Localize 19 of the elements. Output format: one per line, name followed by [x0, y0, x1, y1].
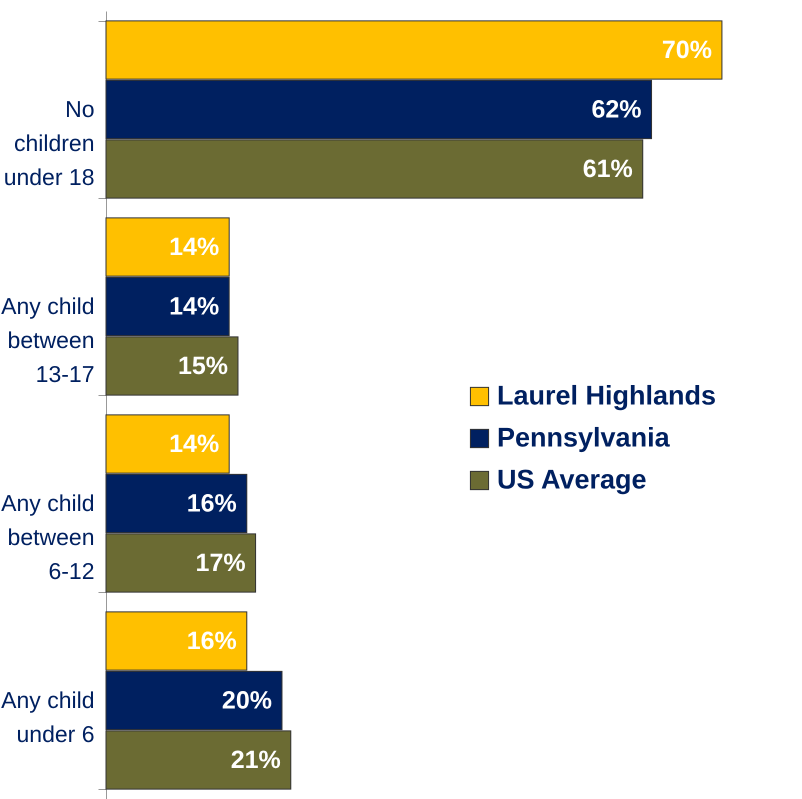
data-label: 70%	[662, 36, 712, 64]
data-label: 15%	[178, 352, 228, 380]
y-tick-label: No children under 18	[4, 96, 94, 190]
data-label: 14%	[169, 292, 220, 320]
data-label: 16%	[186, 490, 237, 518]
y-tick-label: Any child between 13-17	[1, 293, 94, 387]
y-tick-label: Any child under 6	[1, 687, 94, 747]
data-label: 14%	[169, 430, 220, 458]
data-label: 16%	[186, 627, 237, 656]
data-label: 14%	[169, 233, 220, 262]
data-label: 62%	[591, 96, 642, 124]
legend-label: US Average	[497, 464, 647, 494]
data-label: 20%	[222, 686, 272, 714]
legend-label: Laurel Highlands	[497, 380, 716, 410]
legend-label: Pennsylvania	[497, 422, 671, 452]
data-label: 21%	[230, 746, 281, 774]
data-label: 61%	[582, 154, 633, 183]
data-label: 17%	[196, 548, 246, 577]
y-tick-label: Any child between 6-12	[1, 490, 94, 584]
